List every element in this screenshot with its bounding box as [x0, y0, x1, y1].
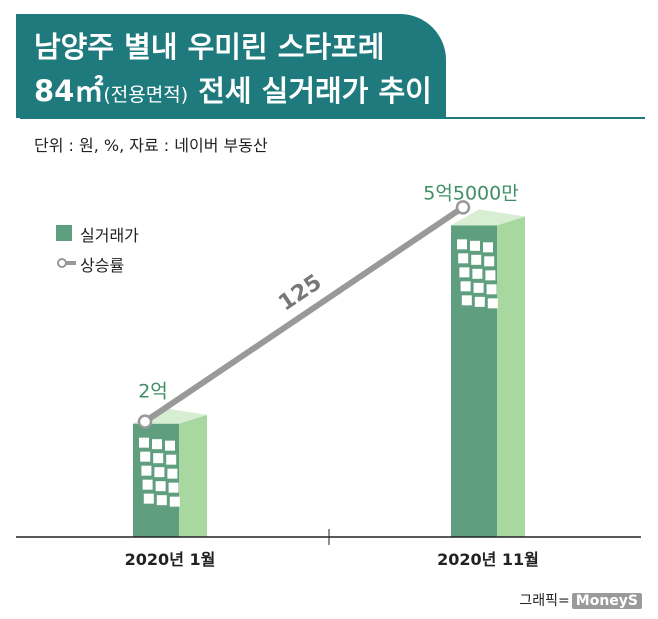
logo: MoneyS	[571, 593, 642, 609]
window	[152, 439, 162, 450]
window	[139, 437, 149, 448]
window	[470, 240, 480, 251]
bar-building-1	[133, 407, 207, 537]
window	[460, 281, 471, 292]
window	[473, 282, 484, 293]
window	[459, 267, 470, 278]
window	[169, 496, 180, 507]
window	[485, 270, 496, 281]
legend-price-label: 실거래가	[80, 226, 139, 245]
window	[168, 482, 179, 493]
window	[142, 479, 153, 490]
title-underline	[20, 117, 645, 119]
credit: 그래픽= MoneyS	[519, 590, 642, 610]
title-rest: 전세 실거래가 추이	[198, 74, 432, 108]
data-label-2: 5억5000만	[423, 182, 518, 204]
window	[156, 495, 167, 506]
credit-text: 그래픽=	[519, 593, 570, 609]
window	[461, 295, 472, 306]
rate-point-2	[455, 200, 471, 215]
window	[458, 253, 469, 264]
window	[474, 296, 485, 307]
title-area-note: (전용면적)	[103, 84, 189, 106]
window	[167, 468, 178, 479]
window	[471, 254, 482, 265]
x-tick-label-2: 2020년 11월	[437, 550, 539, 569]
rate-line	[142, 204, 466, 425]
window	[484, 256, 495, 267]
legend-rate-swatch	[57, 258, 76, 268]
window	[153, 453, 164, 464]
window	[141, 465, 152, 476]
legend-rate-label: 상승률	[80, 256, 125, 275]
window	[486, 284, 497, 295]
window	[140, 451, 151, 462]
window	[472, 268, 483, 279]
window	[483, 242, 493, 253]
unit-note: 단위 : 원, %, 자료 : 네이버 부동산	[34, 136, 268, 155]
title-box	[16, 14, 446, 118]
window	[143, 493, 154, 504]
window	[487, 298, 498, 309]
title-area: 84㎡	[34, 74, 104, 108]
bar-side-1	[179, 414, 207, 537]
chart-title-line2: 84㎡(전용면적) 전세 실거래가 추이	[34, 68, 432, 110]
bar-side-2	[497, 216, 525, 538]
window	[165, 440, 175, 451]
rate-label: 125	[274, 270, 326, 316]
legend-price-swatch	[56, 225, 72, 241]
rate-point-1	[137, 414, 153, 429]
chart-title-line1: 남양주 별내 우미린 스타포레	[34, 30, 385, 64]
window	[154, 467, 165, 478]
data-label-1: 2억	[138, 381, 168, 403]
x-tick-label-1: 2020년 1월	[125, 550, 216, 569]
window	[166, 454, 177, 465]
window	[457, 239, 467, 250]
window	[155, 481, 166, 492]
bar-roof-2	[451, 209, 525, 226]
bar-building-2	[451, 209, 525, 538]
